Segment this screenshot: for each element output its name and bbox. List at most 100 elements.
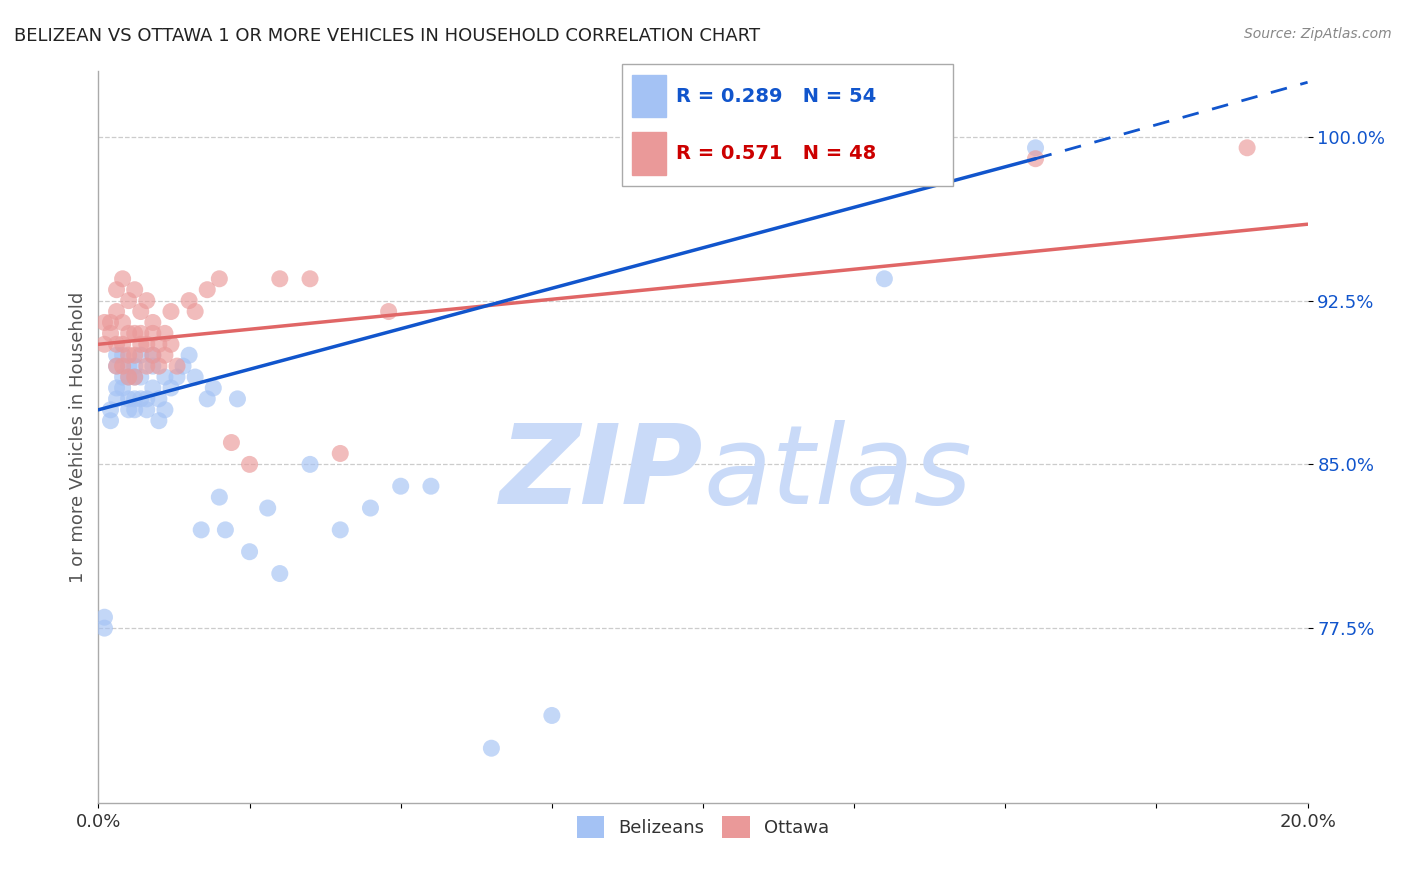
- Point: [118, 326, 141, 341]
- Text: R = 0.289   N = 54: R = 0.289 N = 54: [676, 87, 876, 105]
- Point: [93, 315, 115, 329]
- Point: [105, 304, 128, 318]
- Point: [129, 370, 152, 384]
- Point: [142, 326, 165, 341]
- Point: [111, 272, 134, 286]
- Point: [118, 348, 141, 362]
- Point: [111, 381, 134, 395]
- FancyBboxPatch shape: [621, 63, 953, 186]
- Point: [105, 348, 128, 362]
- Point: [1236, 141, 1258, 155]
- Bar: [633, 75, 666, 118]
- Point: [389, 479, 412, 493]
- Point: [129, 392, 152, 406]
- Text: ZIP: ZIP: [499, 420, 703, 527]
- Point: [153, 348, 176, 362]
- Point: [118, 370, 141, 384]
- Point: [118, 359, 141, 373]
- Point: [166, 370, 188, 384]
- Text: BELIZEAN VS OTTAWA 1 OR MORE VEHICLES IN HOUSEHOLD CORRELATION CHART: BELIZEAN VS OTTAWA 1 OR MORE VEHICLES IN…: [14, 27, 761, 45]
- Point: [100, 414, 122, 428]
- Point: [1024, 141, 1046, 155]
- Point: [239, 545, 262, 559]
- Point: [160, 304, 183, 318]
- Point: [111, 348, 134, 362]
- Text: R = 0.571   N = 48: R = 0.571 N = 48: [676, 145, 876, 163]
- Point: [269, 566, 291, 581]
- Point: [111, 337, 134, 351]
- Point: [360, 501, 382, 516]
- Point: [105, 392, 128, 406]
- Point: [239, 458, 262, 472]
- Point: [129, 304, 152, 318]
- Point: [299, 458, 322, 472]
- Point: [142, 315, 165, 329]
- Point: [135, 392, 157, 406]
- Point: [148, 337, 170, 351]
- Point: [269, 272, 291, 286]
- Point: [148, 414, 170, 428]
- Point: [184, 370, 207, 384]
- Point: [873, 272, 896, 286]
- Point: [377, 304, 399, 318]
- Point: [124, 402, 146, 417]
- Point: [135, 337, 157, 351]
- Point: [124, 283, 146, 297]
- Point: [93, 610, 115, 624]
- Point: [124, 370, 146, 384]
- Point: [111, 359, 134, 373]
- Point: [142, 348, 165, 362]
- Point: [111, 315, 134, 329]
- Point: [299, 272, 322, 286]
- Point: [148, 359, 170, 373]
- Point: [208, 272, 231, 286]
- Point: [190, 523, 212, 537]
- Point: [124, 392, 146, 406]
- Point: [153, 326, 176, 341]
- Point: [111, 370, 134, 384]
- Point: [160, 381, 183, 395]
- Point: [135, 402, 157, 417]
- Point: [202, 381, 225, 395]
- Bar: [633, 132, 666, 175]
- Point: [93, 337, 115, 351]
- Point: [135, 359, 157, 373]
- Point: [105, 283, 128, 297]
- Point: [208, 490, 231, 504]
- Point: [153, 402, 176, 417]
- Point: [142, 359, 165, 373]
- Point: [148, 392, 170, 406]
- Point: [226, 392, 249, 406]
- Point: [160, 337, 183, 351]
- Point: [195, 392, 218, 406]
- Point: [129, 337, 152, 351]
- Text: atlas: atlas: [703, 420, 972, 527]
- Y-axis label: 1 or more Vehicles in Household: 1 or more Vehicles in Household: [69, 292, 87, 582]
- Point: [118, 402, 141, 417]
- Point: [195, 283, 218, 297]
- Point: [214, 523, 236, 537]
- Point: [105, 381, 128, 395]
- Point: [184, 304, 207, 318]
- Point: [118, 392, 141, 406]
- Point: [100, 402, 122, 417]
- Point: [481, 741, 503, 756]
- Point: [179, 293, 201, 308]
- Point: [105, 337, 128, 351]
- Point: [329, 523, 352, 537]
- Point: [142, 381, 165, 395]
- Point: [142, 348, 165, 362]
- Point: [179, 348, 201, 362]
- Point: [166, 359, 188, 373]
- Point: [135, 293, 157, 308]
- Text: Source: ZipAtlas.com: Source: ZipAtlas.com: [1244, 27, 1392, 41]
- Point: [129, 348, 152, 362]
- Point: [153, 370, 176, 384]
- Legend: Belizeans, Ottawa: Belizeans, Ottawa: [569, 808, 837, 845]
- Point: [221, 435, 243, 450]
- Point: [129, 326, 152, 341]
- Point: [118, 370, 141, 384]
- Point: [124, 326, 146, 341]
- Point: [420, 479, 443, 493]
- Point: [256, 501, 278, 516]
